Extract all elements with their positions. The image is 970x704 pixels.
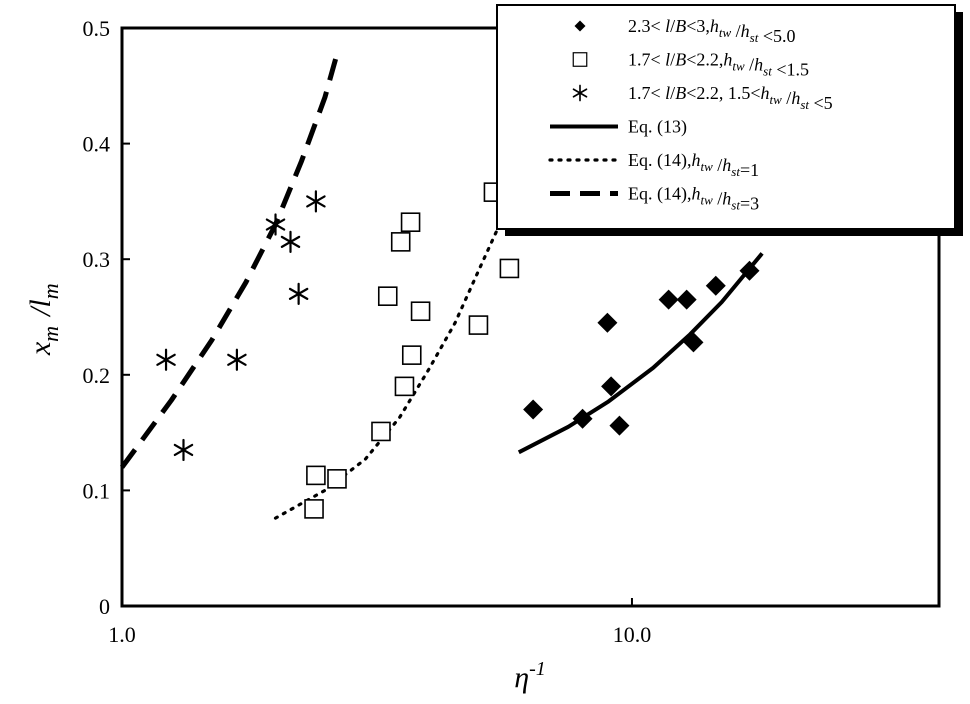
diamond-point [676,289,697,310]
legend-entry: 1.7< l/B<2.2,htw /hst <1.5 [572,50,809,80]
points-layer [156,182,760,519]
square-point [371,421,391,442]
square-point [394,376,415,397]
square-point [377,286,398,306]
legend-entry: Eq. (13) [550,117,687,138]
square-point [400,212,421,233]
x-tick-label: 10.0 [613,622,652,647]
y-tick-label: 0.4 [83,132,111,157]
diamond-point [609,415,630,436]
axes-layer: 0 0.1 0.2 0.3 0.4 0.5 1.0 10.0 η-1 xm /lm [24,16,651,694]
asterisk-point [280,230,301,253]
square-point [306,465,326,486]
asterisk-point [156,348,176,371]
y-tick-label: 0.3 [83,247,111,272]
diamond-point [572,408,593,429]
square-icon [572,52,588,67]
square-point [390,232,411,252]
asterisk-point [173,438,194,462]
diamond-point [739,260,760,281]
y-tick-label: 0.1 [83,478,111,503]
asterisk-point [265,213,286,236]
series-square [304,182,520,519]
legend-entry: 1.7< l/B<2.2, 1.5<htw /hst <5 [572,83,833,113]
diamond-point [705,275,726,296]
square-point [499,258,520,279]
y-tick-label: 0.2 [83,363,111,388]
legend-label: 1.7< l/B<2.2, 1.5<htw /hst <5 [628,83,833,113]
asterisk-point [306,190,326,213]
y-tick-label: 0 [99,594,110,619]
diamond-point [601,376,622,397]
asterisk-point [227,348,247,371]
legend-marker-diamond [574,20,586,32]
diamond-point [523,399,544,420]
legend-label: Eq. (14),htw /hst=3 [628,184,759,214]
diamond-point [597,312,618,333]
square-point [468,315,489,335]
curve-solid [517,252,764,455]
square-point [304,499,324,519]
legend: 2.3< l/B<3,htw /hst <5.0 1.7< l/B<2.2,htw… [496,4,963,236]
legend-entry: 2.3< l/B<3,htw /hst <5.0 [574,16,795,46]
asterisk-icon [572,84,588,102]
legend-label: Eq. (13) [628,117,687,138]
square-point [327,469,347,489]
x-axis-label: η-1 [514,658,546,694]
legend-label: Eq. (14),htw /hst=1 [628,150,759,180]
diamond-point [683,332,704,353]
asterisk-point [288,282,309,305]
square-point [410,301,431,322]
legend-entry: Eq. (14),htw /hst=1 [548,150,759,180]
legend-marker-square [572,52,588,67]
y-axis-label: xm /lm [24,281,63,356]
legend-entry: Eq. (14),htw /hst=3 [550,184,759,214]
legend-marker-asterisk [572,84,588,102]
legend-label: 1.7< l/B<2.2,htw /hst <1.5 [628,50,809,80]
diamond-icon [574,20,586,32]
curve-dashed [119,50,341,469]
x-tick-label: 1.0 [108,622,136,647]
y-tick-label: 0.5 [83,16,111,41]
legend-box [496,4,956,230]
legend-label: 2.3< l/B<3,htw /hst <5.0 [628,16,795,46]
series-diamond [523,260,760,436]
series-asterisk [156,190,326,462]
diamond-point [658,289,679,310]
square-point [401,345,422,365]
